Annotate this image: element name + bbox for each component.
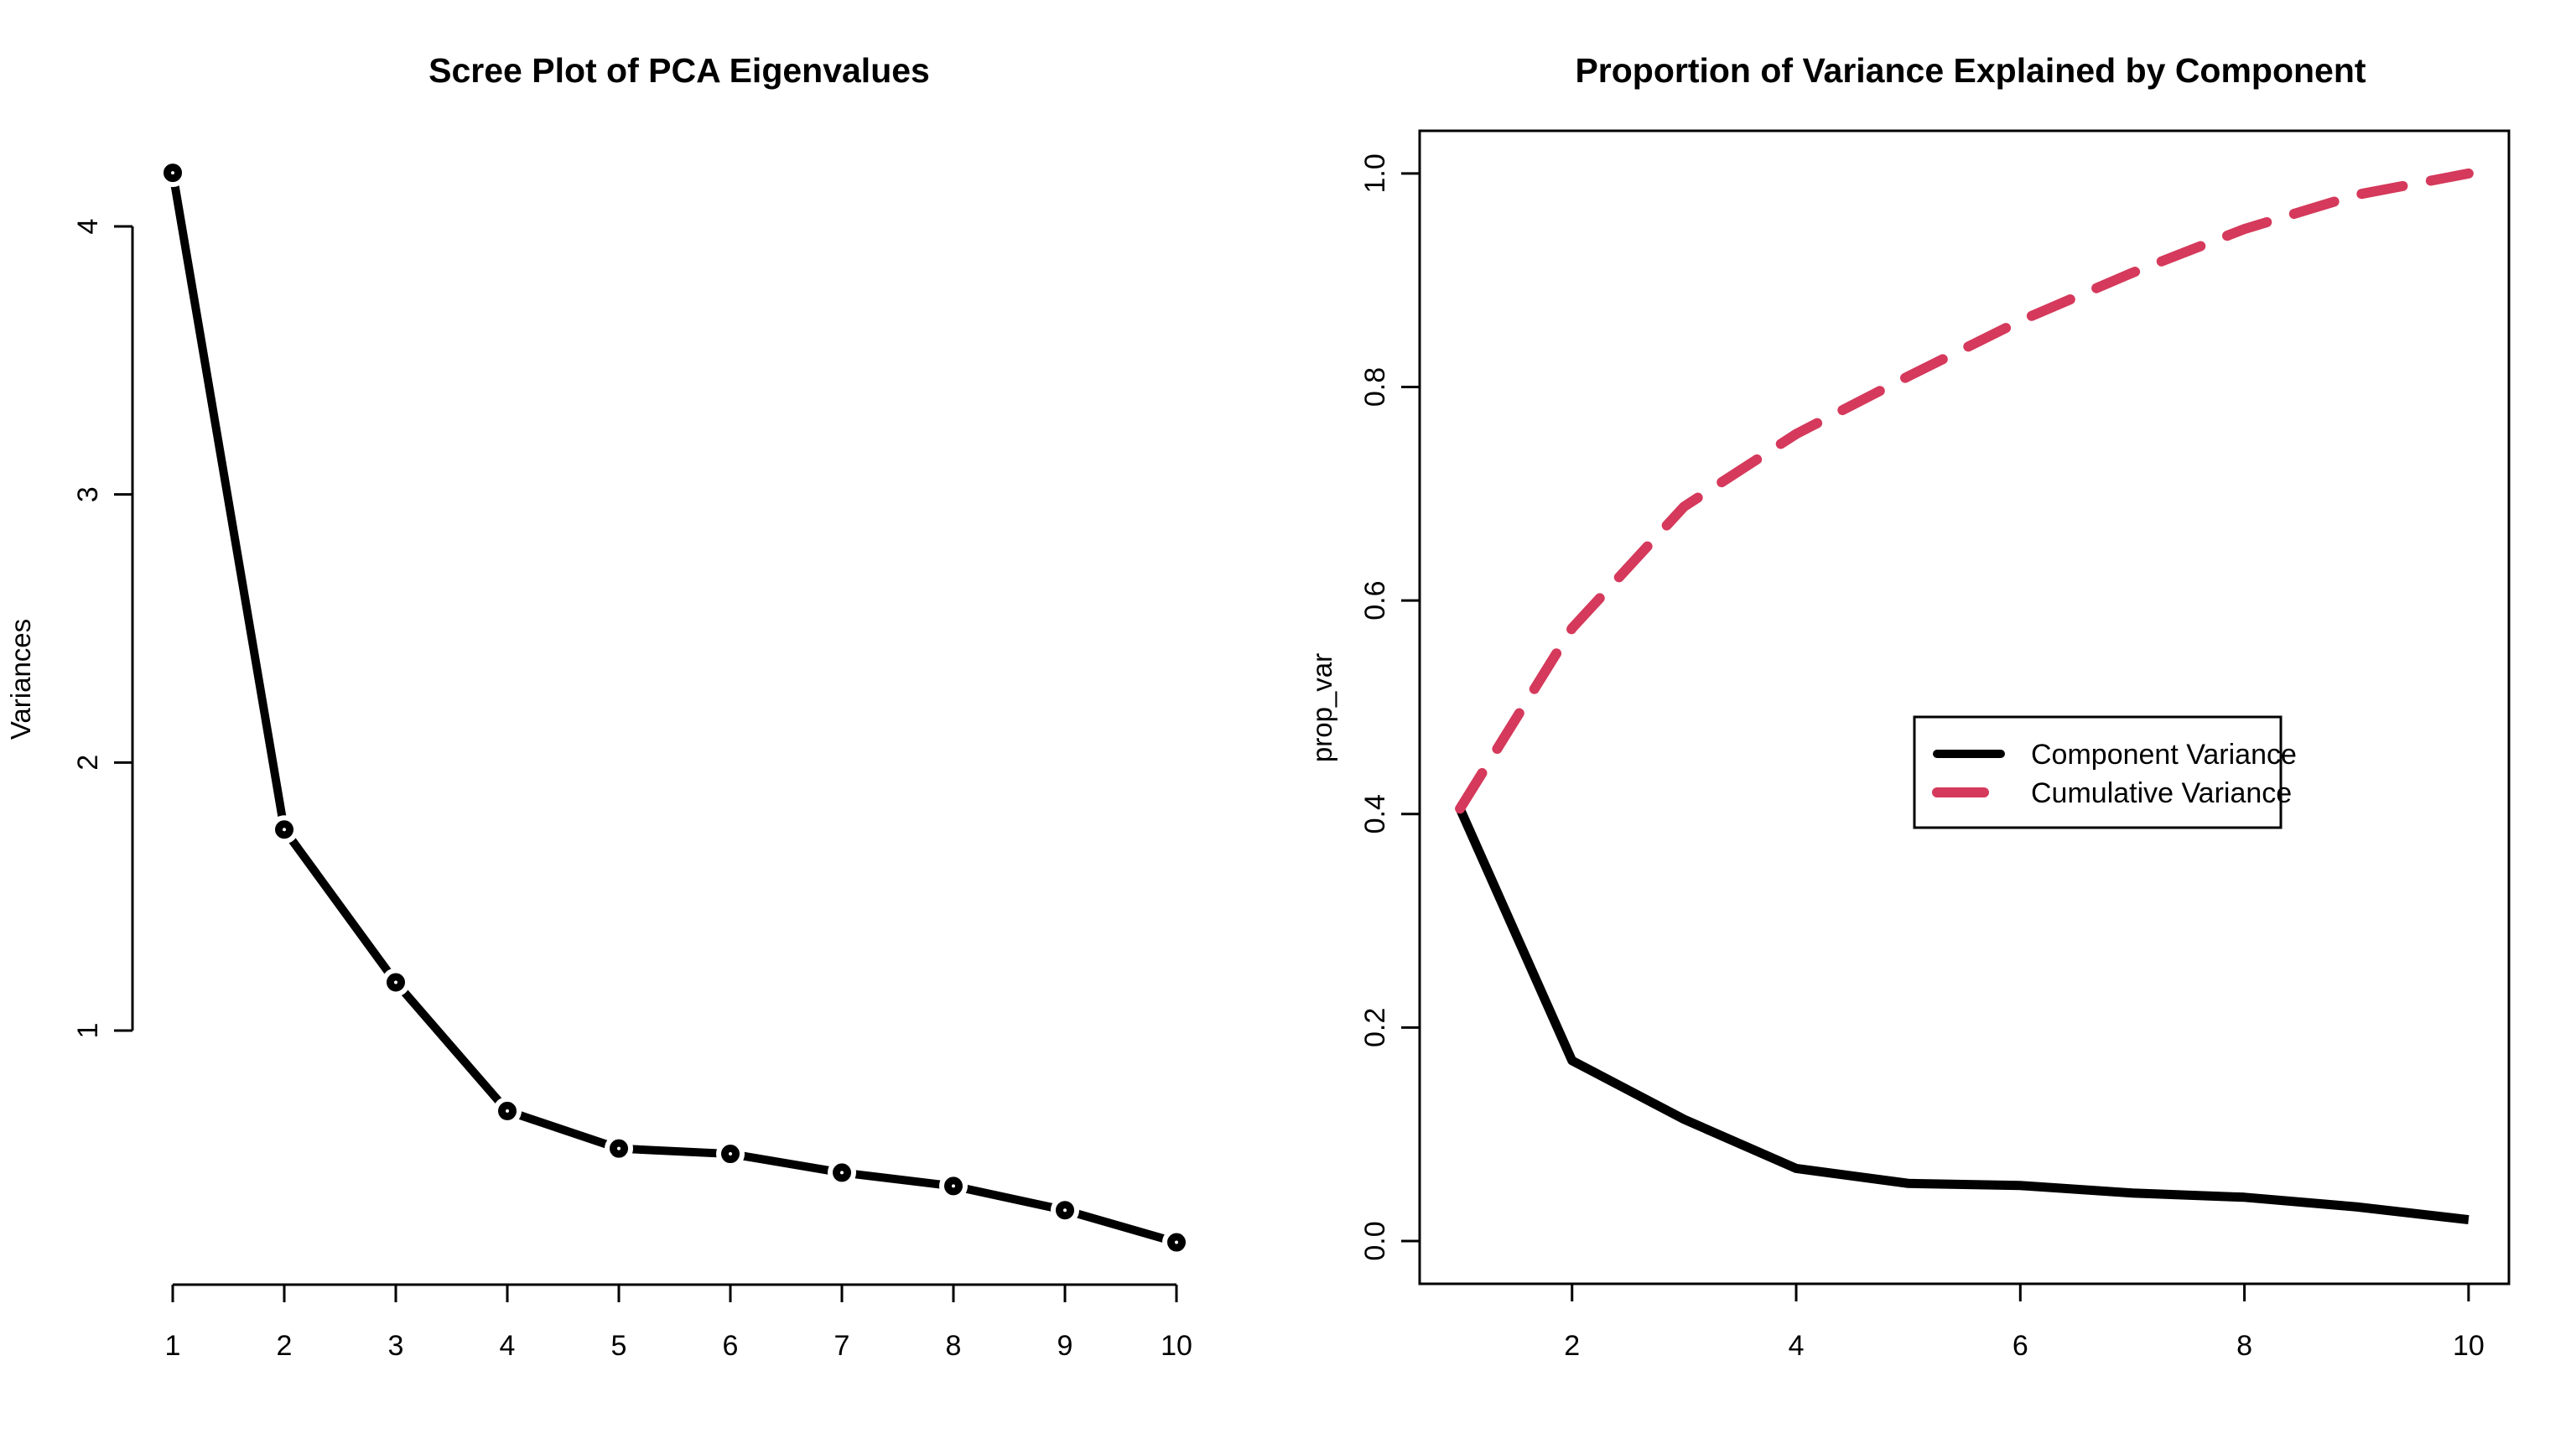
data-point-marker xyxy=(1056,1201,1074,1220)
y-tick-label: 0.2 xyxy=(1359,1008,1391,1047)
legend: Component Variance Cumulative Variance xyxy=(1913,715,2297,829)
y-tick-label: 0.6 xyxy=(1359,581,1391,621)
data-point-marker xyxy=(498,1101,517,1120)
y-tick-label: 4 xyxy=(72,219,104,235)
x-tick-label: 6 xyxy=(723,1330,739,1362)
data-point-marker xyxy=(944,1176,963,1196)
data-point-marker xyxy=(164,164,182,183)
y-tick-label: 2 xyxy=(72,755,104,771)
x-tick-label: 3 xyxy=(388,1330,404,1362)
proportion-plot-layer: 0.0 0.2 0.4 0.6 0.8 1.0 2 4 6 8 10 xyxy=(1359,129,2511,1362)
x-tick-label: 6 xyxy=(2012,1330,2028,1362)
x-tick-label: 1 xyxy=(165,1330,181,1362)
proportion-y-axis-label: prop_var xyxy=(1306,653,1337,762)
x-tick-label: 8 xyxy=(946,1330,962,1362)
x-tick-label: 10 xyxy=(2453,1330,2485,1362)
legend-label-cumulative-variance: Cumulative Variance xyxy=(2031,777,2292,809)
data-point-marker xyxy=(721,1145,740,1164)
data-point-marker xyxy=(275,820,293,839)
x-tick-label: 2 xyxy=(1564,1330,1580,1362)
x-tick-label: 5 xyxy=(611,1330,627,1362)
y-tick-label: 0.8 xyxy=(1359,367,1391,407)
data-point-marker xyxy=(833,1163,851,1182)
component-variance-line xyxy=(1456,807,2470,1225)
y-tick-label: 3 xyxy=(72,486,104,502)
proportion-plot-title: Proportion of Variance Explained by Comp… xyxy=(1575,51,2366,90)
x-tick-label: 2 xyxy=(277,1330,293,1362)
cumulative-variance-line xyxy=(1455,168,2474,814)
x-tick-label: 8 xyxy=(2236,1330,2252,1362)
x-tick-label: 4 xyxy=(1789,1330,1805,1362)
data-point-marker xyxy=(610,1139,628,1158)
x-tick-label: 10 xyxy=(1161,1330,1192,1362)
y-tick-label: 0.0 xyxy=(1359,1221,1391,1260)
scree-plot-title: Scree Plot of PCA Eigenvalues xyxy=(428,51,930,90)
x-tick-label: 9 xyxy=(1057,1330,1073,1362)
y-tick-label: 1 xyxy=(72,1023,104,1039)
x-tick-label: 7 xyxy=(834,1330,850,1362)
plot-box xyxy=(1418,129,2511,1285)
legend-box xyxy=(1913,715,2283,829)
data-point-marker xyxy=(1167,1233,1186,1252)
scree-y-axis-label: Variances xyxy=(5,619,36,740)
x-tick-label: 4 xyxy=(500,1330,516,1362)
legend-label-component-variance: Component Variance xyxy=(2031,739,2297,771)
y-tick-label: 1.0 xyxy=(1359,153,1391,193)
data-point-marker xyxy=(387,973,405,992)
y-tick-label: 0.4 xyxy=(1359,794,1391,834)
scree-plot-layer: 1 2 3 4 1 2 3 4 5 6 7 8 9 10 xyxy=(72,158,1192,1362)
variances-line xyxy=(169,172,1178,1247)
